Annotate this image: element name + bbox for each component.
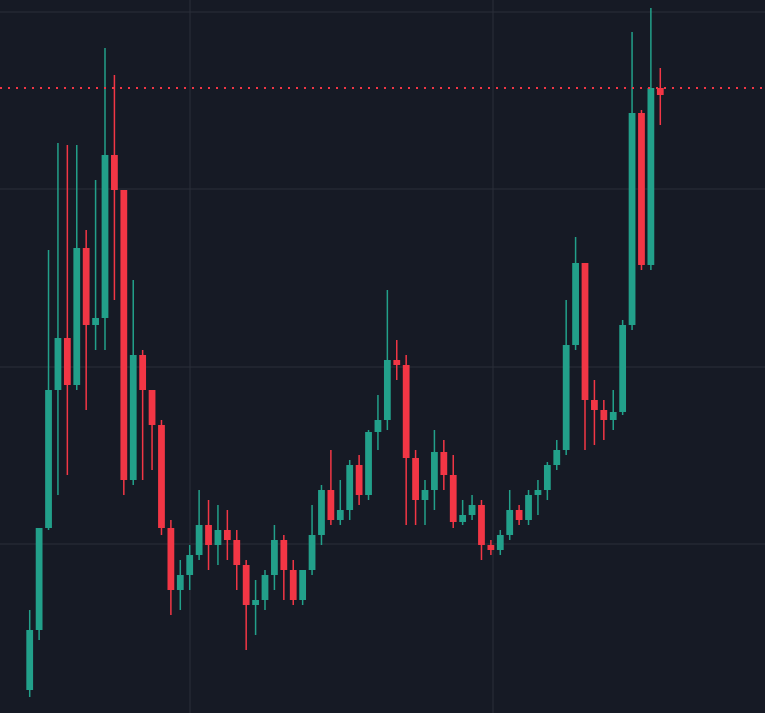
candle-body <box>572 263 579 345</box>
candle-body <box>223 530 231 540</box>
candle-body <box>496 535 504 550</box>
candle-body <box>205 525 212 545</box>
candle-body <box>242 565 250 605</box>
candle-body <box>365 432 372 495</box>
candle-body <box>139 355 147 390</box>
candle-body <box>525 495 532 520</box>
candle-body <box>111 155 118 190</box>
candle-body <box>261 575 269 600</box>
candle-body <box>656 88 664 95</box>
candle-body <box>647 88 655 265</box>
candle-body <box>591 400 598 410</box>
candle-body <box>534 490 542 495</box>
candle-body <box>506 510 514 535</box>
candle-body <box>289 570 297 600</box>
candle-body <box>619 325 627 412</box>
candle-body <box>393 360 401 365</box>
candle-body <box>581 263 589 400</box>
candle-body <box>120 190 128 480</box>
candle-body <box>158 425 165 528</box>
candle-body <box>82 248 90 325</box>
candle-body <box>176 575 184 590</box>
candle-body <box>271 540 278 575</box>
candle-body <box>412 458 419 500</box>
candle-body <box>308 535 316 570</box>
candle-body <box>449 475 457 522</box>
candle-body <box>214 530 222 545</box>
candle-body <box>600 410 608 420</box>
candle-body <box>459 515 467 522</box>
candle-body <box>54 338 62 390</box>
candle-body <box>383 360 391 420</box>
candle-body <box>628 113 636 325</box>
candle-body <box>355 465 363 495</box>
candle-body <box>553 450 561 465</box>
candle-body <box>440 452 448 475</box>
candle-body <box>487 545 495 550</box>
candle-body <box>327 490 335 520</box>
candle-body <box>167 528 175 590</box>
candle-body <box>92 318 99 325</box>
candle-body <box>402 365 410 458</box>
candle-body <box>233 540 241 565</box>
candle-body <box>336 510 344 520</box>
candle-body <box>63 338 71 385</box>
candle-body <box>562 345 570 450</box>
candle-body <box>515 510 523 520</box>
candle-body <box>638 113 645 265</box>
candle-body <box>101 155 109 318</box>
candle-body <box>129 355 137 480</box>
candle-body <box>35 528 43 630</box>
candle-body <box>431 452 438 490</box>
candle-body <box>280 540 288 570</box>
candle-body <box>478 505 485 545</box>
candle-body <box>45 390 52 528</box>
candle-body <box>318 490 325 535</box>
candle-body <box>299 570 307 600</box>
candle-body <box>346 465 354 510</box>
candle-body <box>374 420 382 432</box>
candle-body <box>73 248 81 385</box>
candle-body <box>543 465 551 490</box>
candle-body <box>195 525 203 555</box>
candle-body <box>252 600 259 605</box>
candle-body <box>186 555 194 575</box>
candle-body <box>26 630 34 690</box>
candle-body <box>468 505 476 515</box>
candle-body <box>421 490 429 500</box>
candle-body <box>609 412 617 420</box>
candle-body <box>148 390 156 425</box>
